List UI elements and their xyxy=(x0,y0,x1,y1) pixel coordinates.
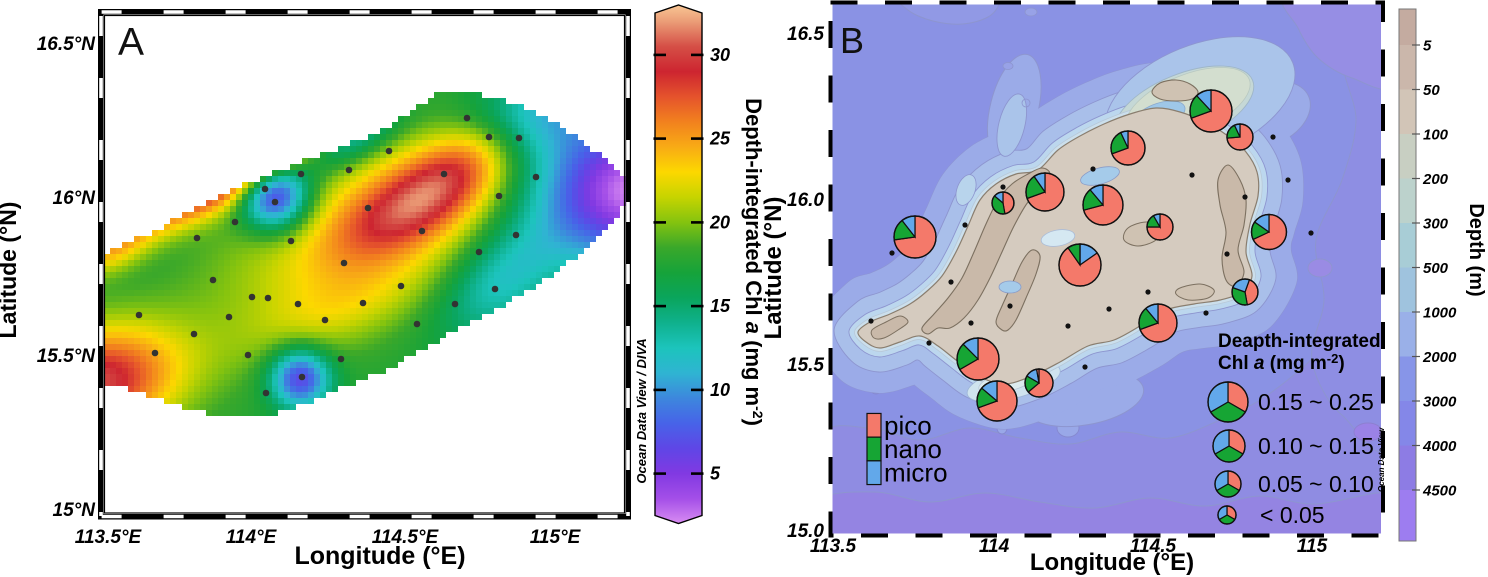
svg-text:Longitude (°E): Longitude (°E) xyxy=(1030,549,1194,576)
svg-text:100: 100 xyxy=(1423,127,1449,144)
svg-text:B: B xyxy=(840,20,864,61)
svg-text:16.0: 16.0 xyxy=(787,190,824,211)
svg-text:nano: nano xyxy=(884,434,942,464)
svg-text:114.5: 114.5 xyxy=(1130,536,1177,557)
svg-text:500: 500 xyxy=(1423,260,1449,277)
svg-text:25: 25 xyxy=(709,129,731,149)
svg-text:1000: 1000 xyxy=(1423,305,1457,322)
svg-text:0.10 ~ 0.15: 0.10 ~ 0.15 xyxy=(1258,433,1374,459)
svg-text:Latitude (°N): Latitude (°N) xyxy=(760,197,787,340)
svg-text:Ocean Data View / DIVA: Ocean Data View / DIVA xyxy=(634,338,649,483)
svg-text:15.5°N: 15.5°N xyxy=(37,346,97,367)
svg-text:< 0.05: < 0.05 xyxy=(1260,502,1325,528)
svg-text:115: 115 xyxy=(1297,536,1328,557)
svg-text:16.5°N: 16.5°N xyxy=(37,34,97,55)
svg-text:200: 200 xyxy=(1422,171,1449,188)
svg-text:115°E: 115°E xyxy=(530,527,582,548)
svg-text:15.5: 15.5 xyxy=(787,355,824,376)
svg-text:113.5: 113.5 xyxy=(810,536,857,557)
svg-text:4500: 4500 xyxy=(1422,483,1457,500)
svg-text:5: 5 xyxy=(710,464,721,484)
svg-text:300: 300 xyxy=(1423,216,1449,233)
svg-text:Longitude (°E): Longitude (°E) xyxy=(294,542,465,570)
svg-text:114: 114 xyxy=(979,536,1010,557)
svg-text:Depth (m): Depth (m) xyxy=(1465,203,1487,296)
svg-text:113.5°E: 113.5°E xyxy=(75,527,143,548)
svg-text:micro: micro xyxy=(884,458,948,488)
svg-text:5: 5 xyxy=(1423,38,1432,55)
svg-text:Ocean Data View: Ocean Data View xyxy=(1377,427,1386,492)
svg-text:4000: 4000 xyxy=(1422,438,1457,455)
svg-text:30: 30 xyxy=(710,45,730,65)
svg-text:0.15 ~ 0.25: 0.15 ~ 0.25 xyxy=(1258,389,1374,415)
svg-text:A: A xyxy=(118,21,144,64)
svg-text:3000: 3000 xyxy=(1423,394,1457,411)
svg-text:16°N: 16°N xyxy=(53,188,97,209)
svg-text:114°E: 114°E xyxy=(226,527,278,548)
svg-text:16.5: 16.5 xyxy=(787,24,824,45)
svg-text:Deapth-integrated: Deapth-integrated xyxy=(1218,331,1381,352)
svg-text:Chl a (mg m-2): Chl a (mg m-2) xyxy=(1218,351,1345,374)
svg-text:114.5°E: 114.5°E xyxy=(372,527,440,548)
svg-text:15°N: 15°N xyxy=(53,500,97,521)
svg-text:20: 20 xyxy=(709,212,730,232)
svg-text:Depth-integrated Chl a (mg m-2: Depth-integrated Chl a (mg m-2) xyxy=(741,98,766,426)
svg-text:15: 15 xyxy=(710,296,731,316)
svg-text:Latitude (°N): Latitude (°N) xyxy=(0,202,21,339)
svg-text:0.05 ~ 0.10: 0.05 ~ 0.10 xyxy=(1258,471,1374,497)
svg-text:2000: 2000 xyxy=(1422,349,1457,366)
svg-text:pico: pico xyxy=(884,410,932,440)
svg-text:15.0: 15.0 xyxy=(787,521,824,542)
svg-text:10: 10 xyxy=(710,380,730,400)
svg-text:50: 50 xyxy=(1423,82,1440,99)
